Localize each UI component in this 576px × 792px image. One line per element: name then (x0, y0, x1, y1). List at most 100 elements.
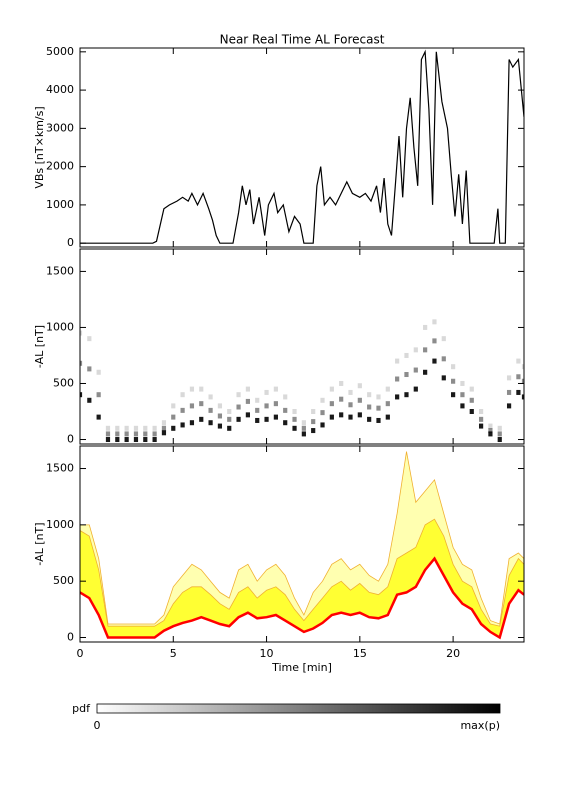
pdf-cell (441, 375, 446, 381)
x-tick-label: 10 (260, 647, 274, 660)
pdf-cell (189, 403, 195, 409)
pdf-cell (301, 420, 306, 426)
pdf-cell (87, 397, 92, 403)
pdf-cell (339, 380, 344, 386)
pdf-cell (395, 394, 400, 400)
panel-frame (79, 248, 525, 445)
pdf-cell (189, 420, 195, 426)
x-tick-label: 15 (353, 647, 367, 660)
pdf-cell (96, 392, 101, 398)
pdf-cell (451, 378, 456, 384)
pdf-cell (208, 394, 213, 400)
pdf-cell (376, 394, 381, 400)
pdf-cell (497, 431, 502, 437)
pdf-cell (171, 414, 176, 420)
pdf-cell (367, 392, 372, 398)
colorbar (96, 703, 501, 714)
pdf-cell (217, 423, 223, 429)
pdf-cell (283, 407, 288, 413)
chart-title: Near Real Time AL Forecast (220, 33, 385, 47)
pdf-cell (432, 338, 437, 344)
pdf-cell (199, 416, 204, 422)
pdf-cell (521, 364, 524, 370)
pdf-cell (404, 372, 409, 378)
y-tick-label: 500 (53, 376, 74, 389)
pdf-cell (357, 412, 362, 418)
pdf-cell (423, 347, 428, 353)
x-tick-label: 5 (170, 647, 177, 660)
pdf-cell (413, 386, 418, 392)
pdf-cell (301, 425, 306, 431)
panel-frame (79, 47, 525, 248)
pdf-cell (488, 431, 493, 437)
pdf-cell (311, 428, 316, 434)
y-tick-label: 3000 (46, 121, 74, 134)
pdf-cell (80, 392, 83, 398)
pdf-cell (217, 413, 223, 419)
pdf-cell (152, 425, 157, 431)
pdf-cell (413, 347, 418, 353)
pdf-cell (357, 397, 362, 403)
pdf-cell (227, 425, 232, 431)
pdf-cell (124, 425, 129, 431)
y-axis-label: -AL [nT] (33, 325, 46, 368)
pdf-cell (124, 437, 129, 443)
pdf-cell (460, 403, 465, 409)
y-tick-label: 2000 (46, 160, 74, 173)
pdf-cell (339, 412, 344, 418)
pdf-cell (460, 380, 465, 386)
pdf-cell (227, 416, 232, 422)
pdf-cell (180, 422, 185, 428)
pdf-cell (152, 431, 157, 437)
pdf-cell (516, 358, 521, 364)
pdf-cell (320, 422, 325, 428)
pdf-cell (96, 414, 101, 420)
pdf-cell (404, 392, 409, 398)
pdf-cell (180, 392, 185, 398)
pdf-cell (115, 437, 120, 443)
pdf-cell (441, 336, 446, 342)
panel-frame (79, 445, 525, 643)
y-tick-label: 1000 (46, 518, 74, 531)
pdf-cell (115, 425, 120, 431)
pdf-cell (143, 431, 148, 437)
pdf-cell (171, 425, 176, 431)
pdf-cell (516, 374, 521, 380)
pdf-cell (161, 430, 167, 436)
pdf-cell (385, 386, 390, 392)
pdf-cell (208, 420, 213, 426)
pdf-cell (521, 394, 524, 400)
pdf-cell (385, 414, 390, 420)
pdf-cell (404, 352, 409, 358)
pdf-cell (367, 416, 372, 422)
pdf-cell (124, 431, 129, 437)
pdf-cell (115, 431, 120, 437)
pdf-cell (105, 431, 111, 437)
y-axis-label: VBs [nT×km/s] (33, 106, 46, 188)
pdf-cell (273, 401, 278, 407)
pdf-cell (105, 437, 111, 443)
y-tick-label: 1500 (46, 264, 74, 277)
pdf-cell (105, 425, 111, 431)
pdf-cell (301, 431, 306, 437)
colorbar-label: pdf (72, 702, 91, 715)
x-tick-label: 0 (77, 647, 84, 660)
pdf-cell (199, 401, 204, 407)
pdf-cell (385, 401, 390, 407)
pdf-cell (478, 423, 484, 429)
pdf-cell (255, 407, 260, 413)
pdf-cell (217, 403, 223, 409)
pdf-cell (432, 358, 437, 364)
pdf-cell (320, 410, 325, 416)
pdf-cell (180, 407, 185, 413)
pdf-cell (133, 425, 139, 431)
pdf-cell (264, 389, 269, 395)
pdf-cell (245, 412, 250, 418)
pdf-cell (329, 414, 334, 420)
pdf-cell (171, 403, 176, 409)
pdf-cell (133, 431, 139, 437)
pdf-cell (469, 386, 474, 392)
y-tick-label: 1000 (46, 198, 74, 211)
y-tick-label: 4000 (46, 83, 74, 96)
